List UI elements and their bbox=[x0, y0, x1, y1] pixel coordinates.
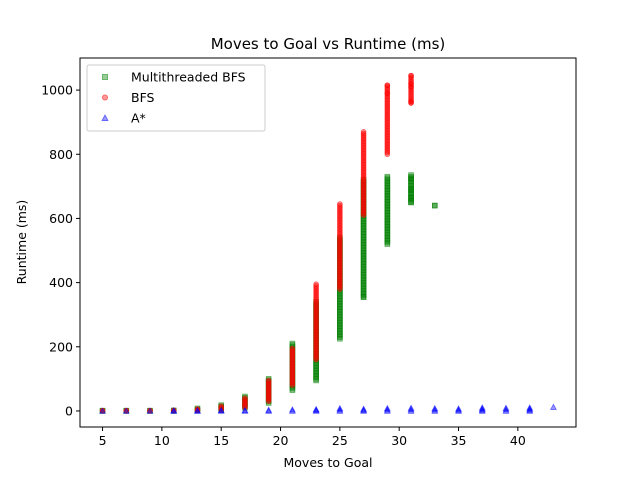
x-axis-label: Moves to Goal bbox=[284, 455, 373, 470]
data-point bbox=[409, 195, 414, 200]
legend-marker bbox=[102, 95, 107, 100]
data-point bbox=[432, 203, 437, 208]
data-point bbox=[337, 202, 342, 207]
legend-marker bbox=[102, 74, 107, 79]
legend-label: Multithreaded BFS bbox=[131, 70, 246, 85]
y-tick-label: 200 bbox=[49, 339, 73, 354]
data-point bbox=[290, 341, 295, 346]
data-point bbox=[409, 200, 414, 205]
data-point bbox=[409, 176, 414, 181]
data-point bbox=[385, 91, 390, 96]
data-point bbox=[385, 83, 390, 88]
x-tick-label: 35 bbox=[451, 433, 467, 448]
legend-label: A* bbox=[131, 111, 146, 126]
data-point bbox=[361, 129, 366, 134]
chart-title: Moves to Goal vs Runtime (ms) bbox=[211, 35, 446, 53]
y-tick-label: 800 bbox=[49, 147, 73, 162]
x-tick-label: 5 bbox=[99, 433, 107, 448]
x-tick-label: 15 bbox=[213, 433, 229, 448]
data-point bbox=[314, 282, 319, 287]
data-point bbox=[409, 73, 414, 78]
y-axis-label: Runtime (ms) bbox=[14, 200, 29, 285]
x-tick-label: 30 bbox=[391, 433, 407, 448]
data-point bbox=[409, 187, 414, 192]
y-tick-label: 600 bbox=[49, 211, 73, 226]
legend-label: BFS bbox=[131, 90, 155, 105]
data-point bbox=[409, 84, 414, 89]
data-point bbox=[361, 295, 366, 300]
x-tick-label: 40 bbox=[510, 433, 526, 448]
x-tick-label: 10 bbox=[154, 433, 170, 448]
y-tick-label: 1000 bbox=[41, 83, 73, 98]
data-point bbox=[290, 346, 295, 351]
y-tick-label: 0 bbox=[65, 403, 73, 418]
y-tick-label: 400 bbox=[49, 275, 73, 290]
legend: Multithreaded BFS BFS A* bbox=[87, 65, 265, 131]
data-point bbox=[409, 101, 414, 106]
data-point bbox=[243, 396, 248, 401]
x-tick-label: 20 bbox=[273, 433, 289, 448]
data-point bbox=[385, 174, 390, 179]
data-point bbox=[266, 378, 271, 383]
x-tick-label: 25 bbox=[332, 433, 348, 448]
